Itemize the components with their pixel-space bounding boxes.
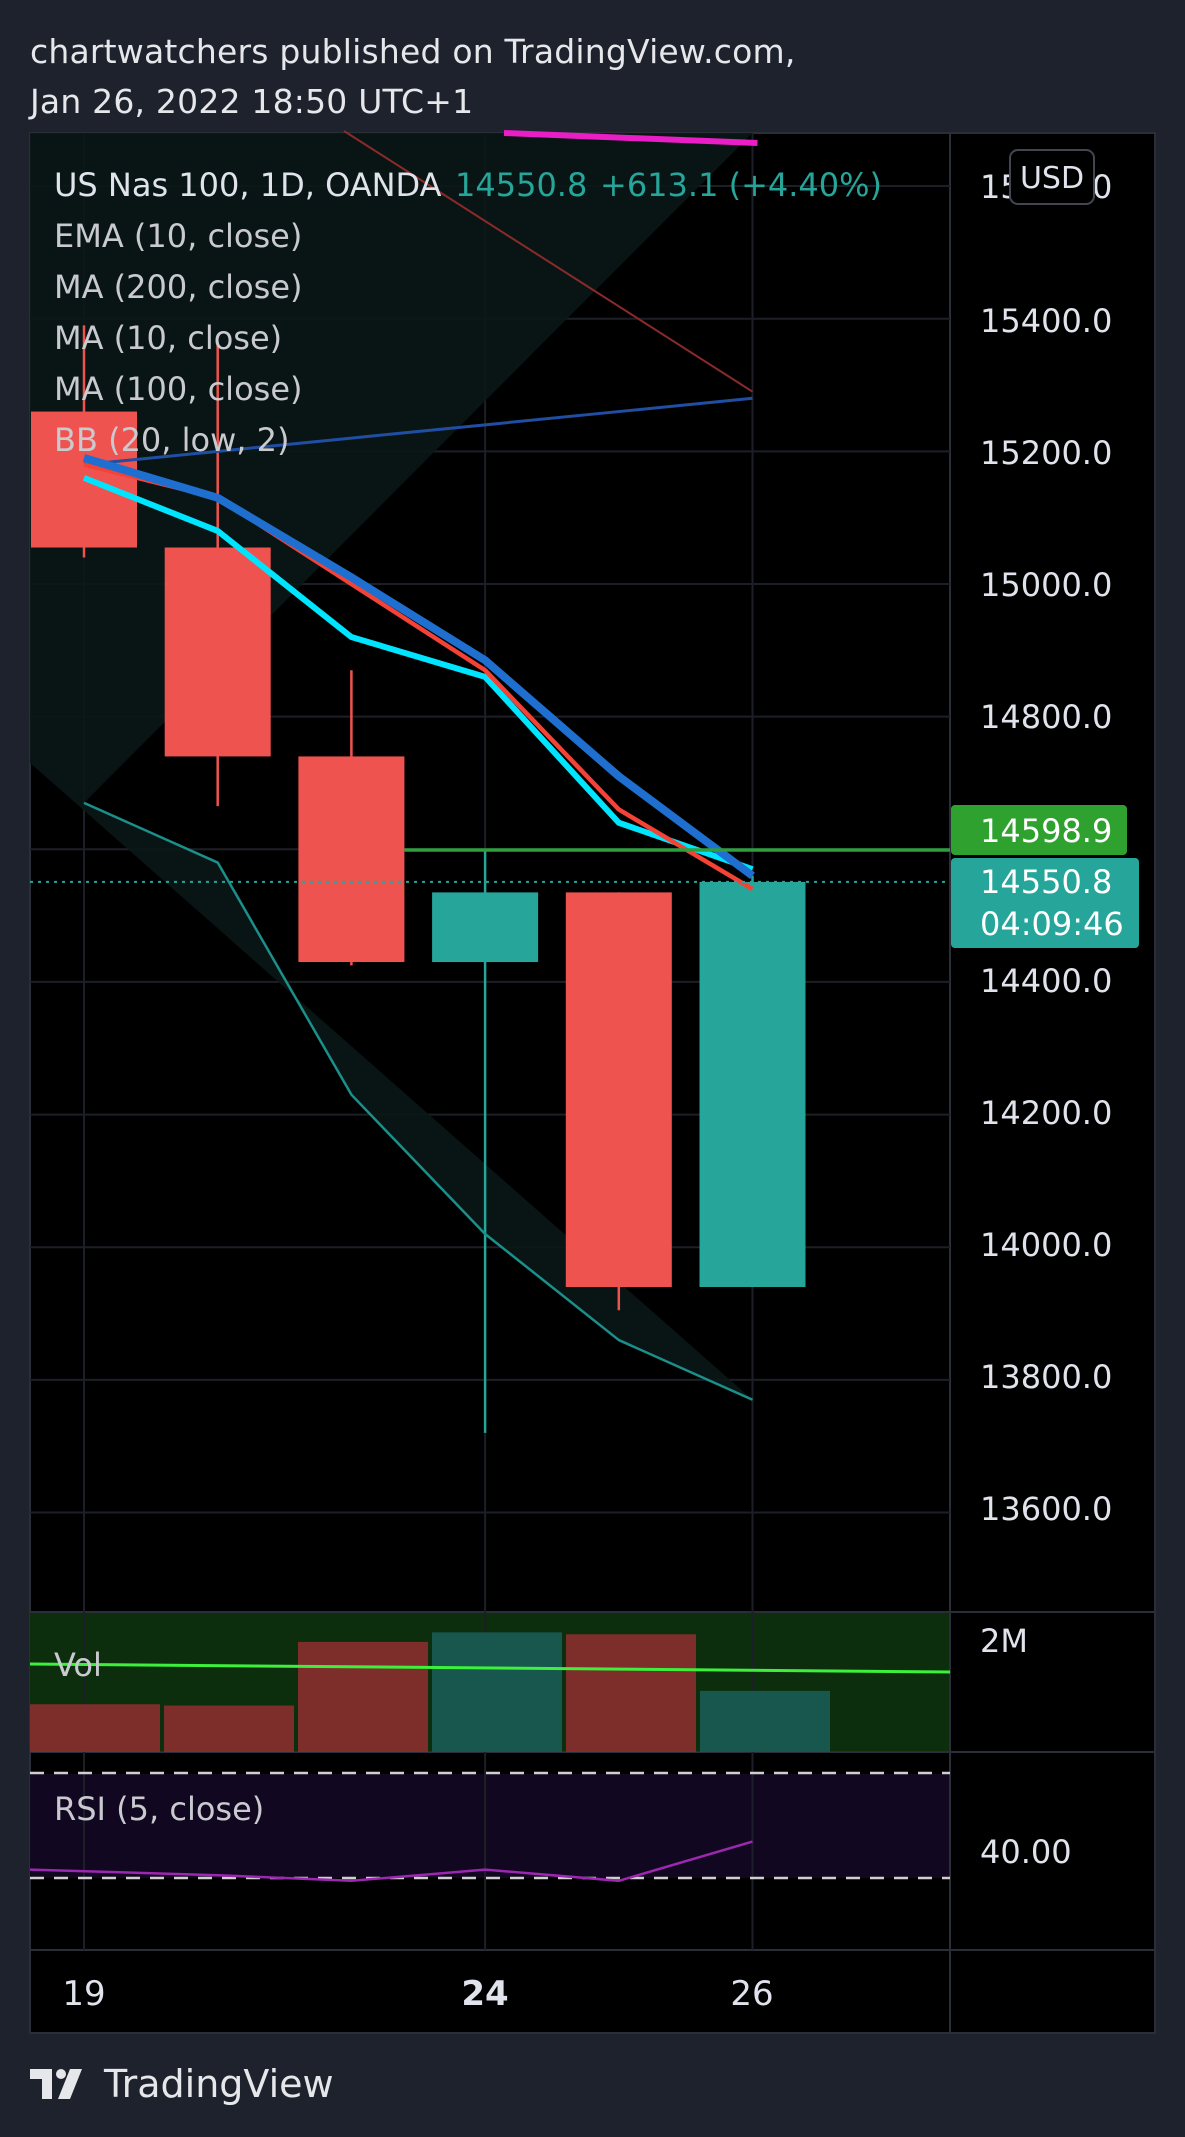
price-tick-15400: 15400.0 — [980, 302, 1112, 340]
date-line: Jan 26, 2022 18:50 UTC+1 — [30, 82, 474, 121]
high-line-tag: 14598.9 — [951, 805, 1127, 855]
countdown-text: 04:09:46 — [980, 905, 1124, 943]
currency-button-box[interactable] — [1009, 149, 1095, 205]
time-tick-24: 24 — [461, 1974, 508, 2014]
currency-button[interactable]: USD — [1009, 149, 1095, 205]
legend-indicator-ma200[interactable]: MA (200, close) — [54, 268, 302, 306]
price-tick-15000: 15000.0 — [980, 566, 1112, 604]
ema10-line — [82, 454, 755, 880]
legend: US Nas 100, 1D, OANDA 14550.8 +613.1 (+4… — [54, 166, 882, 1828]
rsi-axis-label: 40.00 — [980, 1833, 1072, 1871]
candle-body — [699, 881, 806, 1288]
last-price-text: 14550.8 — [980, 863, 1112, 901]
volume-axis-label: 2M — [980, 1622, 1028, 1660]
candles — [31, 325, 806, 1433]
volume-bar — [566, 1634, 696, 1752]
price-tick-13600: 13600.0 — [980, 1490, 1112, 1528]
price-tick-15200: 15200.0 — [980, 434, 1112, 472]
candle-body — [432, 892, 539, 963]
last-price-tag-bg — [951, 858, 1139, 948]
price-tick-13800: 13800.0 — [980, 1358, 1112, 1396]
tradingview-logo-icon — [30, 2069, 82, 2099]
upper-band-line — [343, 130, 754, 393]
volume-ma-line — [29, 1662, 951, 1674]
magenta-ma-line — [503, 130, 758, 146]
volume-bar — [298, 1641, 428, 1752]
price-tick-14000: 14000.0 — [980, 1226, 1112, 1264]
tradingview-logo[interactable]: TradingView — [30, 2062, 334, 2106]
ma200-line — [83, 396, 753, 467]
volume-bar — [30, 1704, 160, 1752]
price-tick-14400: 14400.0 — [980, 962, 1112, 1000]
volume-label: Vol — [54, 1646, 102, 1684]
price-tick-14800: 14800.0 — [980, 698, 1112, 736]
rsi-label: RSI (5, close) — [54, 1790, 264, 1828]
time-tick-19: 19 — [62, 1974, 105, 2014]
legend-change: +613.1 (+4.40%) — [600, 166, 882, 204]
legend-indicator-bb[interactable]: BB (20, low, 2) — [54, 421, 289, 459]
tradingview-brand-text: TradingView — [104, 2062, 334, 2106]
time-tick-26: 26 — [730, 1974, 773, 2014]
volume-bar — [432, 1632, 562, 1752]
price-axis: 15600.0 15400.0 15200.0 15000.0 14800.0 … — [980, 168, 1112, 1871]
price-tick-14200: 14200.0 — [980, 1094, 1112, 1132]
legend-indicator-ma100[interactable]: MA (100, close) — [54, 370, 302, 408]
bollinger-band-area — [30, 133, 753, 1400]
legend-price: 14550.8 — [455, 166, 587, 204]
volume-bar — [164, 1705, 294, 1752]
legend-symbol[interactable]: US Nas 100, 1D, OANDA — [54, 166, 442, 204]
rsi-line — [29, 1840, 753, 1883]
ma100-line — [82, 475, 754, 873]
last-price-tag: 14550.8 04:09:46 — [951, 858, 1139, 948]
bollinger-fill — [30, 133, 753, 1400]
candle-body — [565, 892, 672, 1288]
volume-bar — [700, 1690, 830, 1752]
candle-body — [298, 756, 405, 963]
time-axis: 19 24 26 — [62, 1974, 773, 2014]
legend-indicator-ema10[interactable]: EMA (10, close) — [54, 217, 302, 255]
published-line: chartwatchers published on TradingView.c… — [30, 32, 796, 71]
high-line-tag-bg — [951, 805, 1127, 855]
volume-bars — [29, 1632, 951, 1752]
rsi-pane — [29, 1771, 950, 1883]
currency-button-label[interactable]: USD — [1020, 161, 1084, 196]
candle-body — [164, 547, 271, 757]
overlays — [30, 130, 950, 1401]
bollinger-lower-line — [83, 801, 754, 1401]
legend-indicator-ma10[interactable]: MA (10, close) — [54, 319, 282, 357]
high-line-tag-text: 14598.9 — [980, 812, 1112, 850]
rsi-pane-bg — [30, 1774, 950, 1878]
